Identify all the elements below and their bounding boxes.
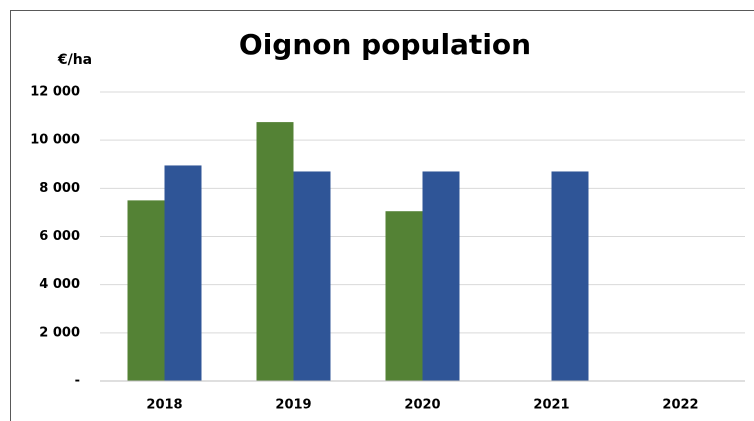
x-tick-label: 2020: [404, 398, 440, 413]
x-tick-label: 2022: [662, 398, 698, 413]
y-tick-label: 8 000: [39, 181, 80, 196]
y-tick-label: -: [75, 374, 80, 389]
chart-title: Oignon population: [239, 28, 531, 61]
x-tick-label: 2021: [533, 398, 569, 413]
y-tick-label: 2 000: [39, 325, 80, 340]
chart-frame: [10, 10, 754, 421]
bar: [422, 171, 460, 381]
bar: [551, 171, 589, 381]
bar: [293, 171, 331, 381]
y-tick-label: 6 000: [39, 229, 80, 244]
bar: [256, 122, 294, 382]
bar: [164, 165, 202, 381]
x-tick-label: 2018: [146, 398, 182, 413]
bar: [385, 211, 423, 381]
y-tick-label: 4 000: [39, 277, 80, 292]
y-tick-label: 12 000: [30, 85, 80, 100]
y-tick-label: 10 000: [30, 133, 80, 148]
x-tick-label: 2019: [275, 398, 311, 413]
bar: [127, 200, 165, 381]
y-axis-label: €/ha: [57, 52, 92, 68]
